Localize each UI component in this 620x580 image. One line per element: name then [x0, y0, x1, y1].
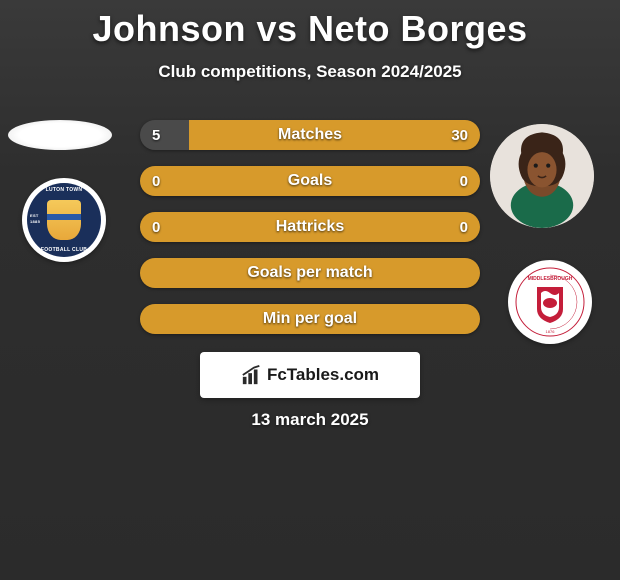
svg-text:MIDDLESBROUGH: MIDDLESBROUGH — [528, 276, 573, 282]
stat-label: Goals per match — [140, 258, 480, 288]
stat-label: Min per goal — [140, 304, 480, 334]
club1-name-top: LUTON TOWN — [27, 187, 101, 193]
player1-club-badge: LUTON TOWN FOOTBALL CLUB EST 1885 — [22, 178, 106, 262]
player2-club-badge: MIDDLESBROUGH 1876 — [508, 260, 592, 344]
stat-row: Goals per match — [140, 258, 480, 288]
stats-chart: 530Matches 00Goals 00Hattricks Goals per ma… — [140, 120, 480, 350]
player2-avatar — [490, 124, 594, 228]
stat-label: Hattricks — [140, 212, 480, 242]
chart-icon — [241, 364, 263, 386]
club1-name-bot: FOOTBALL CLUB — [27, 247, 101, 253]
watermark-text: FcTables.com — [267, 365, 379, 385]
subtitle: Club competitions, Season 2024/2025 — [0, 62, 620, 82]
club1-est: EST — [30, 213, 39, 218]
player1-avatar — [8, 120, 112, 150]
stat-row: 00Hattricks — [140, 212, 480, 242]
date-label: 13 march 2025 — [0, 410, 620, 430]
club1-year: 1885 — [30, 219, 40, 224]
stat-label: Matches — [140, 120, 480, 150]
stat-label: Goals — [140, 166, 480, 196]
stat-row: 530Matches — [140, 120, 480, 150]
stat-row: 00Goals — [140, 166, 480, 196]
page-title: Johnson vs Neto Borges — [0, 0, 620, 50]
svg-text:1876: 1876 — [546, 329, 556, 334]
watermark: FcTables.com — [200, 352, 420, 398]
stat-row: Min per goal — [140, 304, 480, 334]
